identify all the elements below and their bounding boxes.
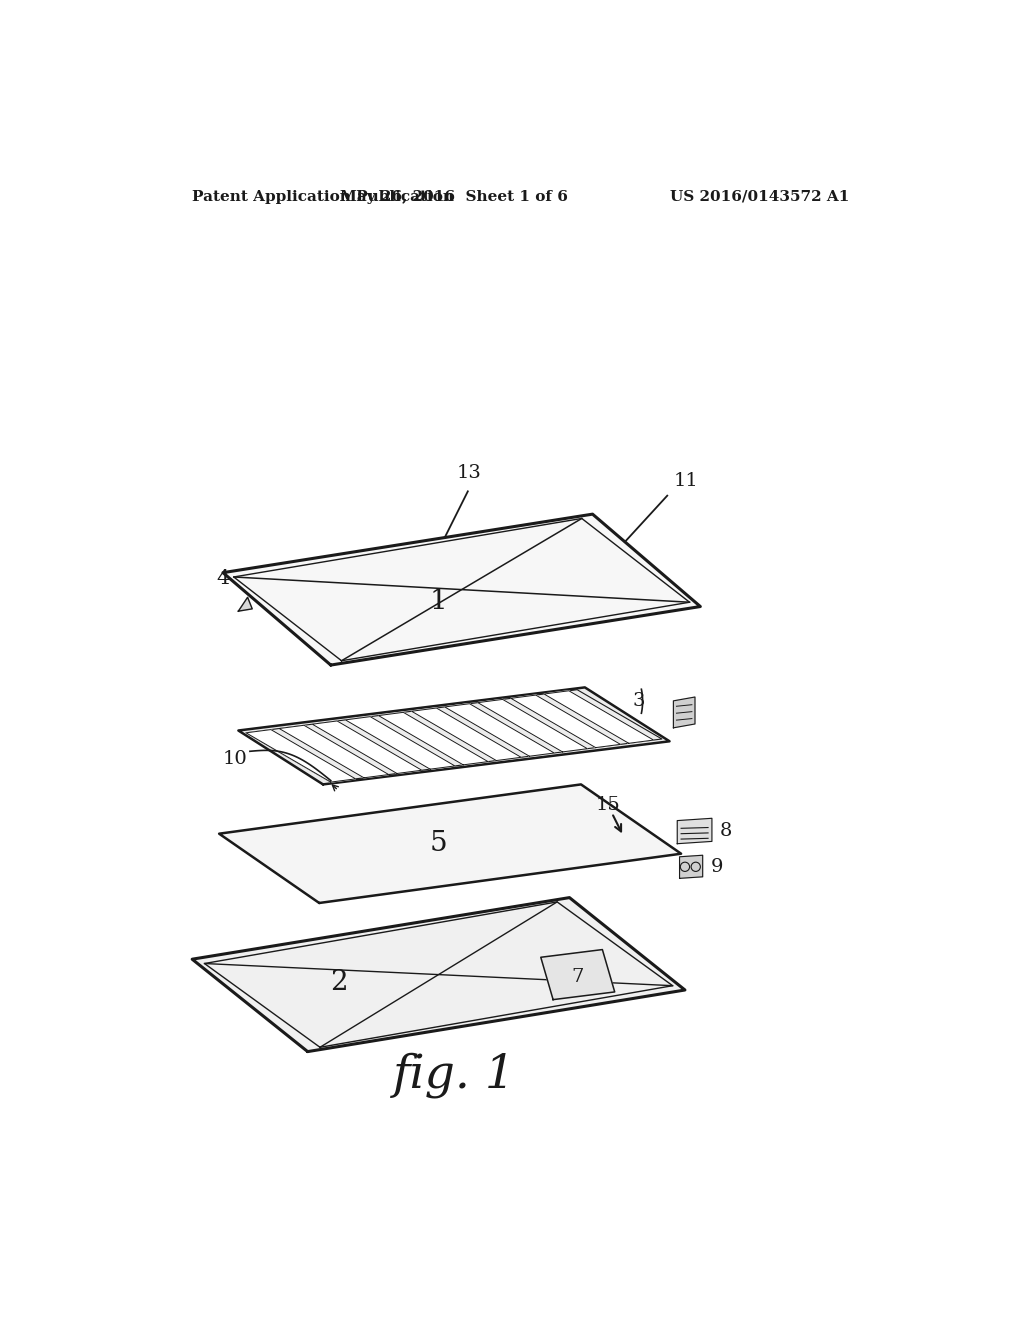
- Polygon shape: [345, 717, 455, 770]
- Polygon shape: [223, 515, 700, 665]
- Polygon shape: [511, 696, 621, 747]
- Polygon shape: [239, 598, 252, 611]
- Text: 1: 1: [430, 587, 447, 615]
- Text: 4: 4: [216, 569, 229, 587]
- Text: 8: 8: [720, 821, 732, 840]
- Polygon shape: [677, 818, 712, 843]
- Polygon shape: [544, 690, 653, 743]
- Polygon shape: [193, 898, 685, 1052]
- Text: fig. 1: fig. 1: [392, 1052, 515, 1098]
- Text: 3: 3: [633, 692, 645, 710]
- Text: 11: 11: [674, 471, 698, 490]
- Polygon shape: [478, 700, 588, 752]
- Polygon shape: [246, 730, 355, 781]
- Text: 7: 7: [571, 968, 584, 986]
- Polygon shape: [219, 784, 681, 903]
- Text: 15: 15: [596, 796, 621, 814]
- Polygon shape: [412, 708, 521, 760]
- Text: 13: 13: [457, 465, 482, 482]
- Polygon shape: [239, 688, 670, 784]
- Polygon shape: [280, 725, 389, 777]
- Polygon shape: [680, 855, 702, 878]
- Text: 9: 9: [711, 858, 723, 875]
- Polygon shape: [444, 704, 554, 756]
- Text: 10: 10: [222, 750, 247, 768]
- Polygon shape: [541, 949, 614, 999]
- Text: 2: 2: [330, 969, 347, 995]
- Text: Patent Application Publication: Patent Application Publication: [193, 190, 455, 203]
- Polygon shape: [312, 721, 422, 774]
- Polygon shape: [674, 697, 695, 727]
- Polygon shape: [379, 713, 488, 764]
- Text: 5: 5: [430, 830, 447, 857]
- Text: May 26, 2016  Sheet 1 of 6: May 26, 2016 Sheet 1 of 6: [340, 190, 568, 203]
- Text: US 2016/0143572 A1: US 2016/0143572 A1: [670, 190, 849, 203]
